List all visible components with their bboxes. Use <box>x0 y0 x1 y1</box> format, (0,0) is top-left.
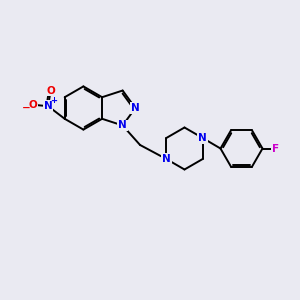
Text: N: N <box>118 121 127 130</box>
Text: N: N <box>131 103 140 113</box>
Text: N: N <box>44 101 52 111</box>
Text: N: N <box>198 133 207 143</box>
Text: O: O <box>46 85 55 96</box>
Text: −: − <box>22 103 31 113</box>
Text: N: N <box>162 154 171 164</box>
Text: +: + <box>50 96 57 105</box>
Text: F: F <box>272 143 279 154</box>
Text: O: O <box>28 100 37 110</box>
